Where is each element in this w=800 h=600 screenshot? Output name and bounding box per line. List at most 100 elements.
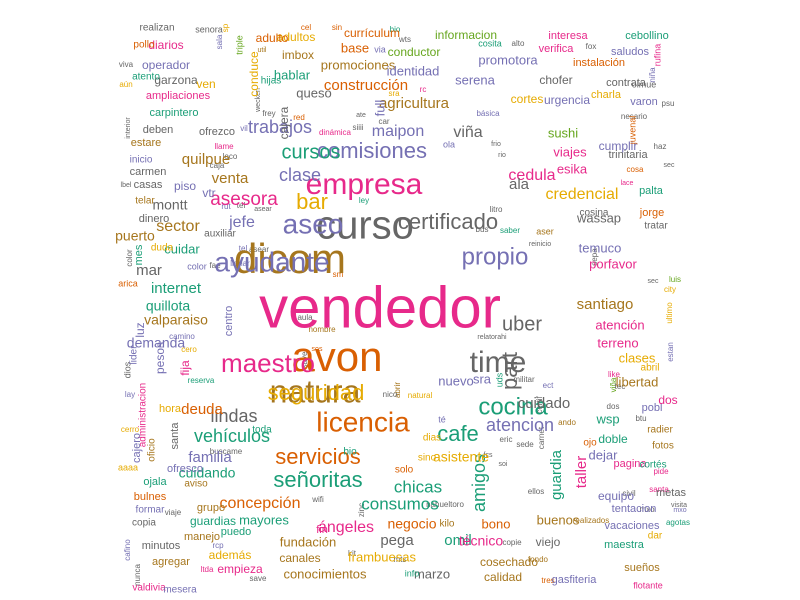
cloud-word: equipo bbox=[598, 489, 634, 503]
cloud-word-small: mxo bbox=[673, 507, 686, 514]
cloud-word: ala bbox=[509, 176, 530, 193]
cloud-word-small: fcs bbox=[484, 452, 493, 459]
cloud-word: solo bbox=[395, 465, 414, 476]
cloud-word: metas bbox=[656, 487, 686, 499]
cloud-word: adulto bbox=[256, 31, 289, 45]
cloud-word-small: abrir bbox=[393, 382, 402, 398]
cloud-word: cuidando bbox=[179, 465, 236, 481]
cloud-word: uber bbox=[502, 313, 542, 335]
cloud-word-small: niña bbox=[648, 67, 657, 83]
cloud-word: técnico bbox=[459, 533, 504, 549]
cloud-word-small: nunca bbox=[133, 564, 142, 586]
cloud-word: toda bbox=[252, 425, 272, 436]
cloud-word-small: sec bbox=[648, 278, 659, 285]
cloud-word: propio bbox=[462, 243, 529, 270]
cloud-word-small: asear bbox=[249, 245, 269, 254]
cloud-word: sino bbox=[418, 453, 437, 464]
cloud-word: mar bbox=[136, 262, 162, 279]
cloud-word-small: té bbox=[438, 414, 446, 424]
cloud-word-small: cosa bbox=[627, 165, 644, 174]
cloud-word: radier bbox=[647, 425, 673, 436]
cloud-word-small: siiii bbox=[352, 123, 363, 132]
cloud-word-small: via bbox=[374, 44, 386, 54]
cloud-word: vtr bbox=[202, 186, 215, 200]
cloud-word-small: básica bbox=[476, 109, 500, 118]
cloud-word-small: tel bbox=[237, 201, 246, 210]
cloud-word: duda bbox=[151, 243, 174, 254]
cloud-word: amigos bbox=[469, 454, 489, 512]
cloud-word: time bbox=[470, 346, 527, 379]
cloud-word: oficio bbox=[147, 438, 158, 462]
cloud-word-small: sin bbox=[332, 23, 342, 32]
cloud-word: ofrezco bbox=[199, 126, 235, 138]
cloud-word-small: nesario bbox=[621, 112, 648, 121]
cloud-word: atención bbox=[595, 317, 644, 332]
cloud-word-small: vil bbox=[240, 124, 248, 133]
cloud-word: ayudante bbox=[214, 246, 329, 277]
cloud-word: ojala bbox=[143, 476, 167, 488]
cloud-word: cajera bbox=[277, 106, 291, 139]
cloud-word: concepción bbox=[220, 495, 301, 512]
cloud-word-small: aula bbox=[297, 313, 313, 322]
cloud-word: cortés bbox=[639, 460, 666, 471]
cloud-word-small: tec bbox=[615, 382, 626, 391]
cloud-word: conduce bbox=[247, 51, 261, 97]
cloud-word: cosina bbox=[580, 208, 609, 219]
cloud-word-small: aser bbox=[536, 226, 554, 236]
cloud-word-small: sec bbox=[664, 162, 675, 169]
cloud-word: full bbox=[372, 100, 387, 117]
cloud-word-small: camino bbox=[169, 332, 195, 341]
cloud-word: fundación bbox=[280, 534, 336, 549]
cloud-word-small: ola bbox=[443, 139, 455, 149]
cloud-word: internet bbox=[151, 280, 202, 297]
cloud-word: dias bbox=[423, 433, 441, 444]
cloud-word: minutos bbox=[142, 540, 181, 552]
cloud-word: pobl bbox=[642, 402, 663, 414]
cloud-word: imbox bbox=[282, 48, 314, 62]
cloud-word: taller bbox=[573, 456, 590, 489]
cloud-word: identidad bbox=[387, 63, 440, 78]
cloud-word-small: alto bbox=[512, 39, 525, 48]
cloud-word-small: estan bbox=[666, 342, 675, 362]
cloud-word-small: abril bbox=[641, 363, 660, 374]
cloud-word-small: like bbox=[608, 370, 621, 379]
cloud-word-small: ando bbox=[558, 418, 576, 427]
cloud-word: quilpue bbox=[182, 151, 230, 168]
cloud-word-small: color bbox=[187, 261, 207, 271]
cloud-word: quillota bbox=[146, 298, 191, 314]
cloud-word-small: bus bbox=[476, 225, 489, 234]
cloud-word-small: viña bbox=[609, 377, 618, 392]
cloud-word: valdivia bbox=[132, 583, 166, 594]
cloud-word-small: viaje bbox=[165, 508, 182, 517]
cloud-word-small: sos bbox=[312, 346, 323, 353]
cloud-word: palta bbox=[639, 185, 664, 197]
cloud-word: grupo bbox=[197, 502, 225, 514]
cloud-word-small: cero bbox=[181, 345, 197, 354]
cloud-word-small: fondo bbox=[528, 555, 549, 564]
cloud-word: ofresco bbox=[167, 463, 203, 475]
cloud-word: trinitaria bbox=[608, 149, 648, 161]
cloud-word-small: asear bbox=[254, 206, 272, 213]
cloud-word: formar bbox=[136, 505, 166, 516]
cloud-word-small: ect bbox=[543, 381, 554, 390]
cloud-word: deben bbox=[143, 124, 174, 136]
cloud-word: cosechado bbox=[480, 555, 538, 569]
cloud-word: vacaciones bbox=[604, 520, 660, 532]
cloud-word-small: ltda bbox=[201, 565, 214, 574]
cloud-word: contrata bbox=[606, 77, 647, 89]
cloud-word: cajero bbox=[131, 433, 143, 463]
cloud-word: libertad bbox=[616, 374, 659, 389]
cloud-word: carmen bbox=[130, 166, 167, 178]
cloud-word-small: mts bbox=[394, 555, 407, 564]
cloud-word: porfavor bbox=[589, 256, 637, 271]
cloud-word-small: uds bbox=[494, 372, 504, 387]
cloud-word: currículum bbox=[344, 26, 400, 40]
cloud-word: señoritas bbox=[273, 467, 362, 492]
cloud-word: deuda bbox=[181, 401, 223, 418]
cloud-word: doble bbox=[598, 432, 628, 446]
cloud-word: maestro bbox=[221, 348, 315, 378]
cloud-word-small: carnet bbox=[537, 426, 546, 449]
cloud-word-small: lay bbox=[125, 390, 135, 399]
cloud-word: hijas bbox=[261, 76, 282, 87]
cloud-word-small: civil bbox=[622, 489, 636, 498]
